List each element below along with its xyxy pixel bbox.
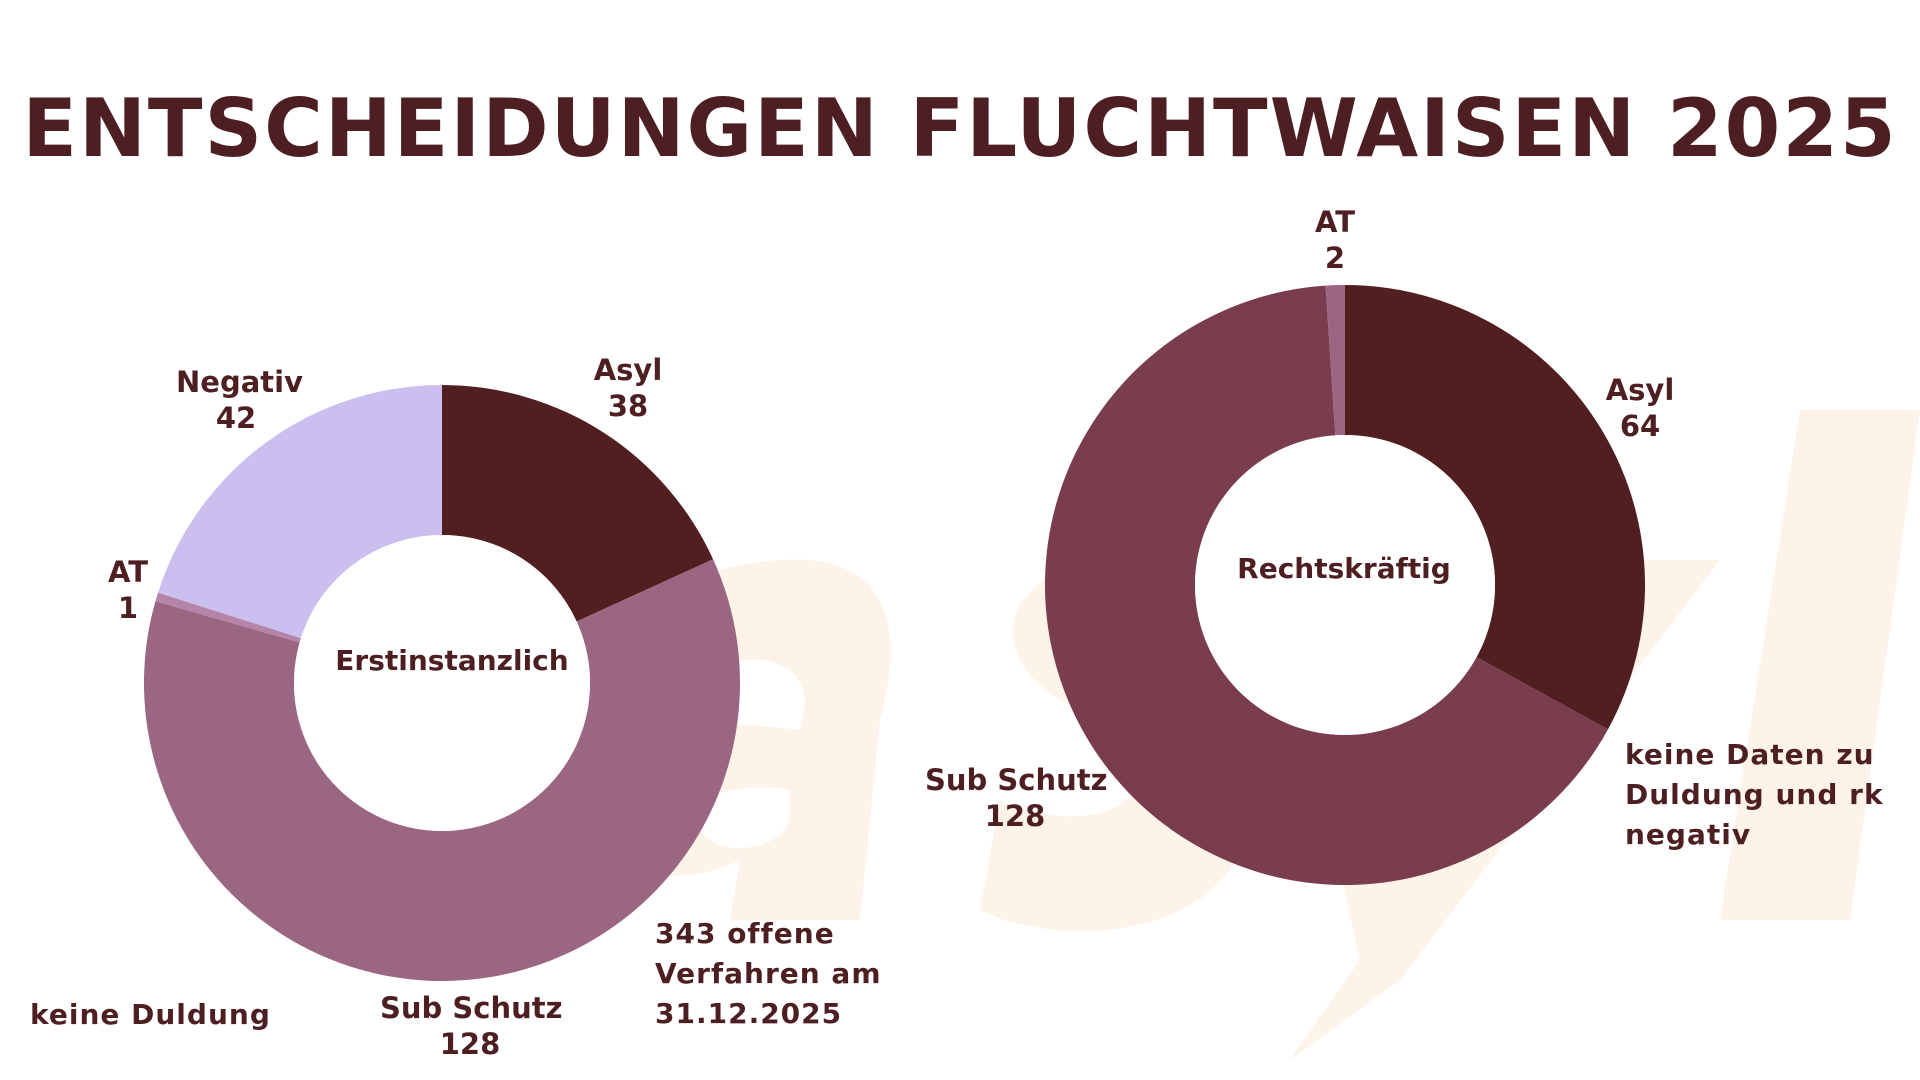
slice-label-name: Asyl: [593, 353, 663, 387]
note-no-data: keine Daten zu Duldung und rk negativ: [1625, 735, 1884, 855]
donut-center-label-left: Erstinstanzlich: [335, 644, 569, 677]
watermark-letter-l: [1720, 410, 1920, 920]
donut-center-label-right: Rechtskräftig: [1237, 552, 1451, 585]
slice-label-value: 128: [984, 799, 1046, 833]
slice-label-value: 64: [1619, 409, 1661, 443]
donut-hole: [1195, 435, 1495, 735]
note-open-cases: 343 offene Verfahren am 31.12.2025: [655, 914, 882, 1034]
note-line: keine Daten zu: [1625, 738, 1875, 771]
donut-slice-sub-schutz: [143, 559, 740, 981]
donut-slice-at: [1325, 285, 1345, 436]
note-line: 31.12.2025: [655, 997, 843, 1030]
label-negativ-left: Negativ 42: [176, 364, 303, 436]
donut-slice-asyl: [442, 385, 714, 622]
label-sub-schutz-left: Sub Schutz 128: [380, 990, 563, 1062]
pie-chart-erstinstanzlich: [143, 385, 740, 981]
slice-label-value: 128: [439, 1027, 501, 1061]
slice-label-name: Sub Schutz: [925, 763, 1108, 797]
note-line: 343 offene: [655, 917, 835, 950]
label-at-right: AT 2: [1305, 204, 1365, 276]
pie-chart-rechtskraeftig: [1045, 285, 1646, 886]
slice-label-value: 2: [1324, 241, 1346, 275]
label-sub-schutz-right: Sub Schutz 128: [925, 762, 1108, 834]
slice-label-value: 38: [607, 389, 649, 423]
label-at-left: AT 1: [98, 554, 158, 626]
slice-label-name: Sub Schutz: [380, 991, 563, 1025]
label-asyl-right: Asyl 64: [1590, 372, 1690, 444]
note-line: negativ: [1625, 818, 1752, 851]
slice-label-name: Negativ: [176, 365, 303, 399]
donut-hole: [294, 535, 590, 831]
note-keine-duldung: keine Duldung: [30, 998, 271, 1031]
donut-slice-at: [155, 592, 301, 643]
label-asyl-left: Asyl 38: [578, 352, 678, 424]
chart-title: ENTSCHEIDUNGEN FLUCHTWAISEN 2025: [22, 82, 1898, 175]
slice-label-name: AT: [1315, 205, 1355, 239]
donut-slice-sub-schutz: [1045, 285, 1608, 886]
slice-label-value: 1: [117, 591, 139, 625]
donut-slice-negativ: [158, 385, 442, 639]
note-line: Duldung und rk: [1625, 778, 1884, 811]
donut-slice-asyl: [1345, 285, 1646, 730]
slice-label-value: 42: [215, 401, 257, 435]
slice-label-name: Asyl: [1605, 373, 1675, 407]
slice-label-name: AT: [108, 555, 148, 589]
note-line: Verfahren am: [655, 957, 882, 990]
